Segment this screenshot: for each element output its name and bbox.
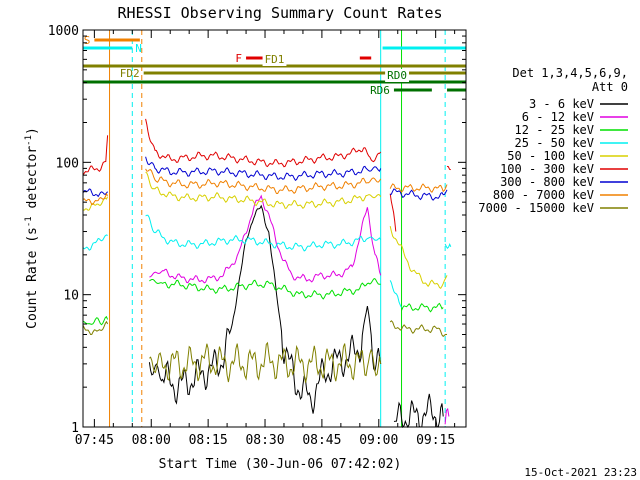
series-5-segment-1 — [145, 118, 382, 168]
y-tick-label-2: 100 — [56, 156, 79, 171]
series-7-segment-1 — [145, 168, 382, 195]
series-8-segment-0 — [82, 320, 109, 336]
legend-label-3: 25 - 50 keV — [515, 136, 594, 150]
y-axis-label-exp-2: -1 — [24, 135, 34, 146]
x-tick-label-5: 09:00 — [359, 433, 398, 448]
series-3-segment-3 — [444, 242, 452, 249]
flag-label-7: RD0 — [387, 69, 407, 82]
series-6-segment-2 — [389, 188, 448, 201]
x-tick-label-4: 08:45 — [302, 433, 341, 448]
series-1-segment-0 — [149, 194, 382, 284]
series-2-segment-1 — [149, 278, 381, 300]
x-tick-label-0: 07:45 — [75, 433, 114, 448]
series-4-segment-2 — [389, 225, 448, 290]
series-layer — [82, 118, 452, 429]
series-7-segment-2 — [389, 183, 448, 193]
y-axis-label-exp-1: -1 — [24, 216, 34, 227]
series-3-segment-2 — [389, 280, 402, 308]
series-6-segment-1 — [145, 156, 382, 182]
series-2-segment-0 — [82, 315, 109, 326]
series-0-segment-0 — [148, 204, 382, 414]
flag-label-2: F — [235, 52, 242, 65]
footer-date: 15-Oct-2021 23:23 — [524, 466, 637, 479]
y-axis-ticks: 1 10 100 1000 — [48, 24, 466, 436]
flag-label-bg-5 — [262, 53, 287, 66]
x-axis-ticks: 07:45 08:00 08:15 08:30 08:45 09:00 09:15 — [75, 30, 455, 448]
series-6-segment-0 — [82, 188, 108, 198]
flag-label-6: FD2 — [120, 67, 140, 80]
flag-label-bg-7 — [385, 69, 409, 82]
legend-label-6: 300 - 800 keV — [500, 175, 594, 189]
legend-label-1: 6 - 12 keV — [522, 110, 594, 124]
x-axis-label: Start Time (30-Jun-06 07:42:02) — [159, 457, 402, 472]
legend-label-2: 12 - 25 keV — [515, 123, 594, 137]
series-4-segment-0 — [82, 196, 109, 211]
flag-label-0: S — [84, 34, 91, 47]
series-8-segment-2 — [389, 320, 448, 338]
y-axis-label: Count Rate (s-1 detector-1) — [24, 127, 40, 329]
legend-header-line1: Det 1,3,4,5,6,9, — [512, 66, 628, 80]
series-1-segment-1 — [444, 407, 450, 425]
series-4-segment-1 — [145, 171, 382, 210]
x-tick-label-3: 08:30 — [245, 433, 284, 448]
series-5-segment-0 — [82, 135, 109, 176]
chart-title: RHESSI Observing Summary Count Rates — [117, 4, 442, 22]
y-axis-label-part-3: ) — [25, 127, 40, 135]
series-5-segment-3 — [446, 165, 451, 171]
flag-bars: S N F FD1 FD2 RD0 RD6 — [83, 34, 466, 97]
series-5-segment-2 — [389, 193, 397, 232]
plot-frame — [82, 29, 467, 428]
series-8-segment-1 — [149, 341, 382, 383]
flag-label-5: FD1 — [265, 53, 285, 66]
legend-label-4: 50 - 100 keV — [507, 149, 594, 163]
y-tick-label-0: 1 — [71, 421, 79, 436]
legend-label-5: 100 - 300 keV — [500, 162, 594, 176]
y-tick-label-3: 1000 — [48, 24, 79, 39]
series-7-segment-0 — [82, 192, 109, 206]
x-tick-label-1: 08:00 — [132, 433, 171, 448]
x-tick-label-6: 09:15 — [416, 433, 455, 448]
series-3-segment-0 — [82, 234, 108, 251]
legend-header-line2: Att 0 — [592, 80, 628, 94]
legend-label-0: 3 - 6 keV — [529, 97, 594, 111]
plot-area: S N F FD1 FD2 RD0 RD6 07:45 08:00 08:15 08:30 08:4… — [48, 24, 467, 448]
x-tick-label-2: 08:15 — [189, 433, 228, 448]
y-tick-label-1: 10 — [63, 289, 79, 304]
legend-label-7: 800 - 7000 keV — [493, 188, 594, 202]
series-3-segment-1 — [145, 214, 382, 252]
y-axis-label-part-2: detector — [25, 146, 40, 217]
flag-label-8: RD6 — [370, 84, 390, 97]
y-axis-label-part-1: Count Rate (s — [25, 227, 40, 329]
legend-label-8: 7000 - 15000 keV — [478, 201, 594, 215]
series-0-segment-1 — [393, 393, 444, 429]
series-2-segment-2 — [401, 302, 444, 313]
flag-label-1: N — [135, 42, 142, 55]
